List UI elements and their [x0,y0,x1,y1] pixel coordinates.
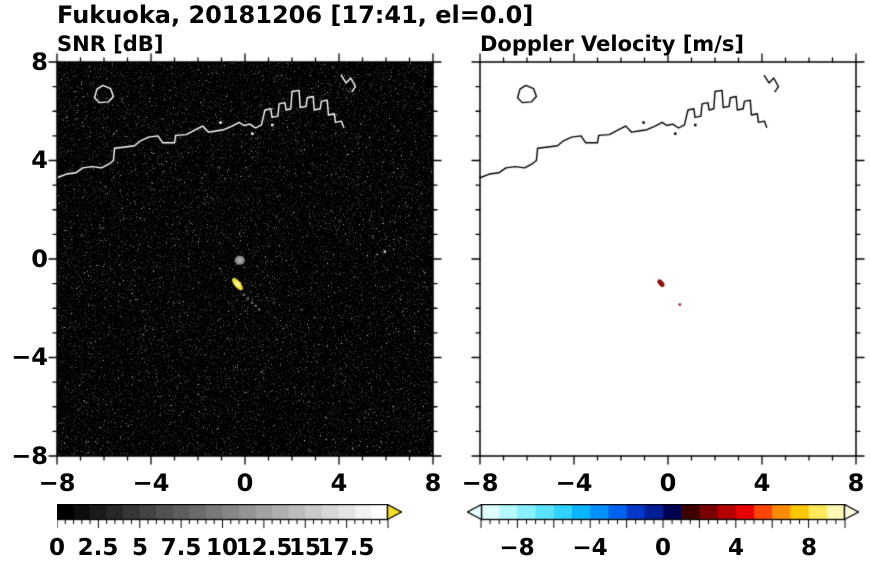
velocity-xtick-label: −4 [555,469,593,497]
snr-ytick-label: −8 [11,442,48,470]
velocity-plot-canvas [468,50,868,468]
snr-ytick-label: 4 [31,146,48,174]
snr-cbar-label: 5 [131,535,149,561]
snr-xtick-label: 8 [424,469,442,497]
snr-cbar-label: 10 [205,535,239,561]
velocity-xtick-label: 0 [659,469,677,497]
snr-cbar-label: 17.5 [317,535,375,561]
snr-ytick-label: 8 [31,48,48,76]
snr-cbar-label: 12.5 [235,535,293,561]
snr-cbar-label: 15 [288,535,322,561]
velocity-cbar-label: −4 [572,535,608,561]
velocity-xtick-label: 4 [753,469,771,497]
snr-xtick-label: −8 [38,469,76,497]
snr-ytick-label: −4 [11,343,48,371]
velocity-cbar-label: 4 [727,535,745,561]
velocity-cbar-label: −8 [499,535,535,561]
velocity-xtick-label: −8 [461,469,499,497]
snr-cbar-label: 7.5 [160,535,202,561]
velocity-colorbar [467,504,859,530]
snr-xtick-label: 4 [330,469,348,497]
snr-cbar-label: 0 [48,535,66,561]
snr-xtick-label: −4 [132,469,170,497]
snr-plot-canvas [45,50,445,468]
snr-cbar-label: 2.5 [77,535,119,561]
velocity-cbar-label: 0 [654,535,672,561]
figure-title: Fukuoka, 20181206 [17:41, el=0.0] [57,1,534,29]
snr-colorbar [57,504,402,530]
snr-xtick-label: 0 [236,469,254,497]
velocity-cbar-label: 8 [800,535,818,561]
velocity-xtick-label: 8 [847,469,865,497]
snr-ytick-label: 0 [31,245,48,273]
